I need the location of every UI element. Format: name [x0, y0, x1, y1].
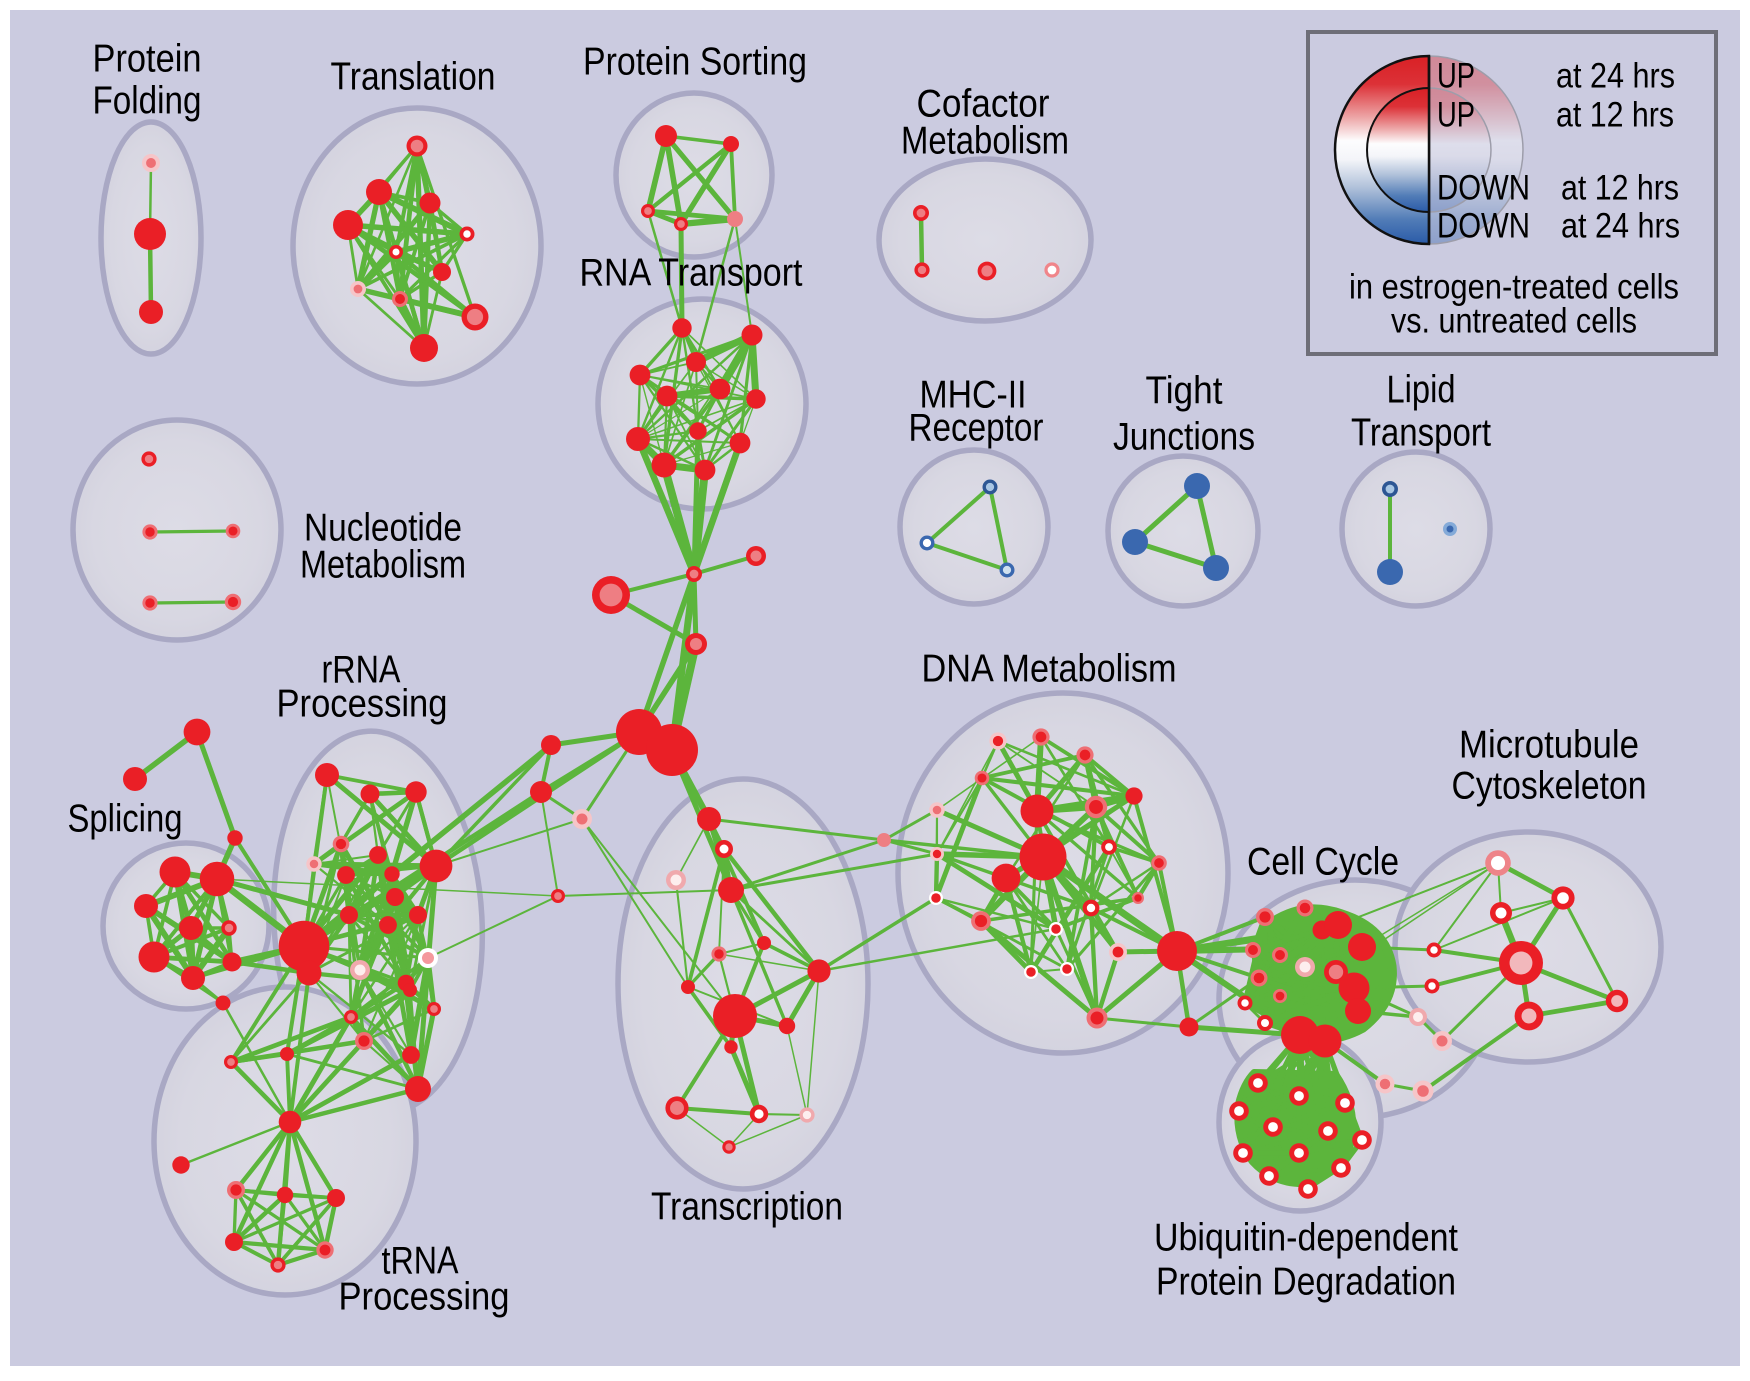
svg-text:Protein Sorting: Protein Sorting: [583, 41, 807, 84]
svg-text:UP: UP: [1437, 57, 1475, 96]
svg-text:Metabolism: Metabolism: [300, 544, 466, 587]
svg-text:Processing: Processing: [277, 683, 448, 726]
svg-text:DOWN: DOWN: [1437, 169, 1530, 208]
svg-text:Junctions: Junctions: [1113, 416, 1255, 459]
svg-text:Folding: Folding: [93, 80, 202, 123]
svg-text:Cell Cycle: Cell Cycle: [1247, 841, 1399, 884]
svg-text:in estrogen-treated cells: in estrogen-treated cells: [1349, 268, 1679, 307]
svg-text:vs. untreated cells: vs. untreated cells: [1391, 302, 1637, 341]
svg-text:Microtubule: Microtubule: [1459, 724, 1639, 767]
svg-text:Protein: Protein: [93, 38, 202, 81]
svg-text:Tight: Tight: [1146, 370, 1223, 413]
svg-text:Transport: Transport: [1351, 412, 1491, 455]
svg-text:Metabolism: Metabolism: [901, 120, 1069, 163]
svg-text:RNA Transport: RNA Transport: [580, 252, 803, 295]
svg-text:DNA Metabolism: DNA Metabolism: [922, 648, 1177, 691]
svg-text:Ubiquitin-dependent: Ubiquitin-dependent: [1154, 1217, 1458, 1260]
svg-text:rRNA: rRNA: [322, 649, 401, 692]
svg-text:Nucleotide: Nucleotide: [304, 507, 462, 550]
svg-text:at 24 hrs: at 24 hrs: [1556, 57, 1675, 96]
svg-text:at 12 hrs: at 12 hrs: [1561, 169, 1679, 208]
svg-text:UP: UP: [1437, 96, 1475, 135]
svg-text:Translation: Translation: [331, 56, 496, 99]
svg-text:Transcription: Transcription: [651, 1186, 843, 1229]
svg-text:tRNA: tRNA: [382, 1240, 459, 1283]
svg-text:Receptor: Receptor: [909, 407, 1044, 450]
svg-text:MHC-II: MHC-II: [920, 374, 1027, 417]
svg-text:Processing: Processing: [339, 1276, 510, 1319]
svg-text:at 24 hrs: at 24 hrs: [1561, 207, 1680, 246]
svg-text:Cofactor: Cofactor: [917, 83, 1050, 126]
svg-text:Cytoskeleton: Cytoskeleton: [1452, 765, 1647, 808]
svg-text:Lipid: Lipid: [1387, 369, 1456, 412]
svg-text:DOWN: DOWN: [1437, 207, 1530, 246]
svg-text:Splicing: Splicing: [68, 798, 183, 841]
svg-text:Protein Degradation: Protein Degradation: [1156, 1261, 1456, 1304]
svg-text:at 12 hrs: at 12 hrs: [1556, 96, 1674, 135]
